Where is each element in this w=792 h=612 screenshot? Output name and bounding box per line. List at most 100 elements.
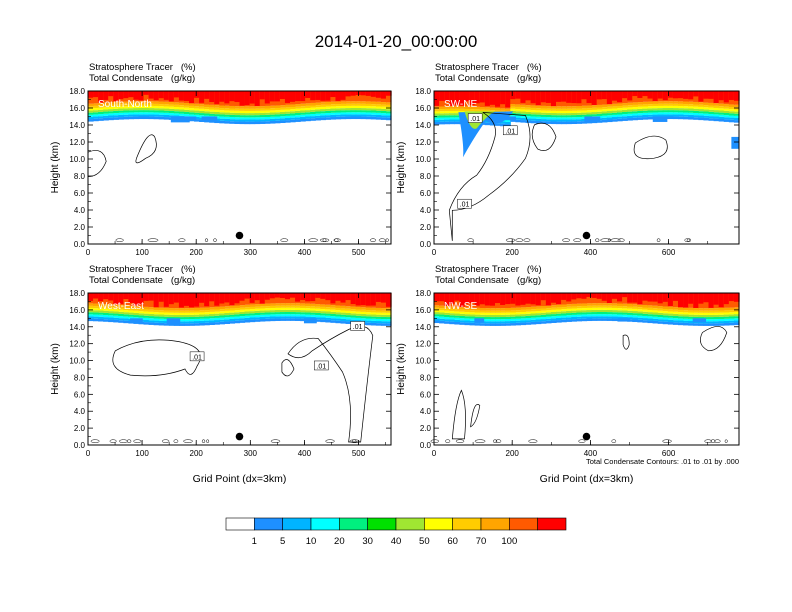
tracer-cell — [350, 101, 357, 104]
tracer-cell — [113, 293, 119, 305]
tracer-cell — [708, 111, 715, 114]
tracer-cell — [103, 102, 109, 106]
tracer-cell — [464, 108, 471, 112]
tracer-cell — [279, 118, 286, 121]
tracer-cell — [219, 317, 225, 320]
tracer-cell — [340, 108, 347, 111]
tracer-cell — [168, 310, 175, 313]
tracer-cell — [249, 91, 256, 104]
tracer-cell — [163, 108, 170, 111]
tracer-cell — [224, 112, 230, 115]
tracer-cell — [103, 107, 109, 110]
tracer-cell — [713, 293, 720, 305]
tracer-cell — [219, 118, 225, 121]
tracer-cell — [219, 120, 225, 124]
x-tick-label: 500 — [352, 248, 366, 257]
tracer-cell — [657, 91, 664, 99]
tracer-cell — [647, 108, 654, 111]
colorbar-swatch — [367, 517, 397, 531]
tracer-cell — [708, 319, 715, 322]
tracer-cell — [98, 107, 104, 110]
tracer-cell — [375, 307, 382, 311]
tracer-cell — [733, 91, 740, 101]
tracer-cell — [375, 108, 382, 111]
tracer-cell — [515, 115, 522, 118]
tracer-cell — [103, 306, 109, 309]
tracer-cell — [571, 310, 577, 313]
tracer-cell — [718, 314, 725, 317]
tracer-cell — [535, 91, 542, 106]
tracer-cell — [219, 108, 225, 111]
tracer-cell — [545, 115, 552, 118]
x-tick-label: 200 — [190, 248, 204, 257]
tracer-cell — [315, 293, 321, 305]
tracer-cell — [199, 293, 205, 303]
tracer-cell — [469, 318, 476, 321]
tracer-cell — [576, 312, 583, 315]
tracer-cell — [444, 306, 450, 309]
tracer-cell — [375, 321, 382, 324]
tracer-cell — [586, 293, 593, 304]
tracer-cell — [622, 109, 628, 113]
tracer-cell — [183, 91, 190, 101]
tracer-cell — [698, 312, 705, 315]
tracer-cell — [380, 293, 387, 303]
tracer-cell — [168, 108, 175, 111]
tracer-cell — [662, 313, 669, 316]
tracer-cell — [239, 313, 246, 317]
tracer-field — [434, 91, 740, 158]
tracer-cell — [259, 91, 266, 100]
tracer-cell — [693, 91, 699, 102]
tracer-cell — [108, 304, 114, 307]
colorbar-swatch — [424, 517, 453, 531]
tracer-cell — [535, 105, 542, 109]
tracer-cell — [375, 101, 382, 105]
tracer-cell — [133, 308, 140, 311]
tracer-cell — [556, 304, 562, 308]
tracer-cell — [259, 316, 266, 320]
tracer-cell — [500, 319, 506, 322]
tracer-cell — [591, 293, 598, 298]
tracer-cell — [540, 105, 547, 109]
tracer-cell — [158, 114, 165, 117]
tracer-cell — [98, 109, 104, 112]
tracer-cell — [703, 312, 710, 315]
tracer-cell — [434, 91, 440, 106]
tracer-cell — [576, 119, 583, 122]
tracer-cell — [264, 312, 271, 315]
tracer-cell — [274, 293, 281, 304]
contour-line — [308, 238, 319, 242]
tracer-cell — [128, 110, 135, 113]
panel-title-line2: Total Condensate — [435, 73, 509, 84]
tracer-cell — [178, 105, 185, 108]
tracer-cell — [239, 91, 246, 106]
tracer-cell — [330, 91, 337, 98]
tracer-cell — [284, 117, 291, 121]
colorbar-swatch — [509, 517, 538, 531]
tracer-cell — [350, 91, 357, 102]
tracer-cell — [703, 111, 710, 114]
tracer-cell — [168, 312, 175, 315]
tracer-cell — [229, 305, 236, 309]
tracer-cell — [500, 121, 506, 124]
tracer-cell — [88, 312, 94, 315]
tracer-cell — [98, 118, 104, 121]
tracer-cell — [340, 318, 347, 322]
tracer-cell — [683, 91, 689, 99]
tracer-cell — [449, 311, 455, 314]
tracer-cell — [454, 293, 461, 301]
tracer-cell — [325, 91, 331, 101]
tracer-cell — [728, 113, 735, 116]
tracer-cell — [622, 91, 628, 99]
tracer-cell — [454, 110, 461, 114]
tracer-cell — [540, 110, 547, 113]
tracer-cell — [601, 115, 608, 118]
tracer-cell — [178, 310, 185, 313]
tracer-cell — [370, 112, 377, 115]
tracer-cell — [224, 293, 230, 303]
tracer-cell — [611, 312, 618, 315]
tracer-cell — [530, 118, 537, 121]
tracer-cell — [586, 110, 593, 113]
panel-unit-line1: (%) — [526, 264, 542, 275]
tracer-cell — [581, 91, 588, 100]
